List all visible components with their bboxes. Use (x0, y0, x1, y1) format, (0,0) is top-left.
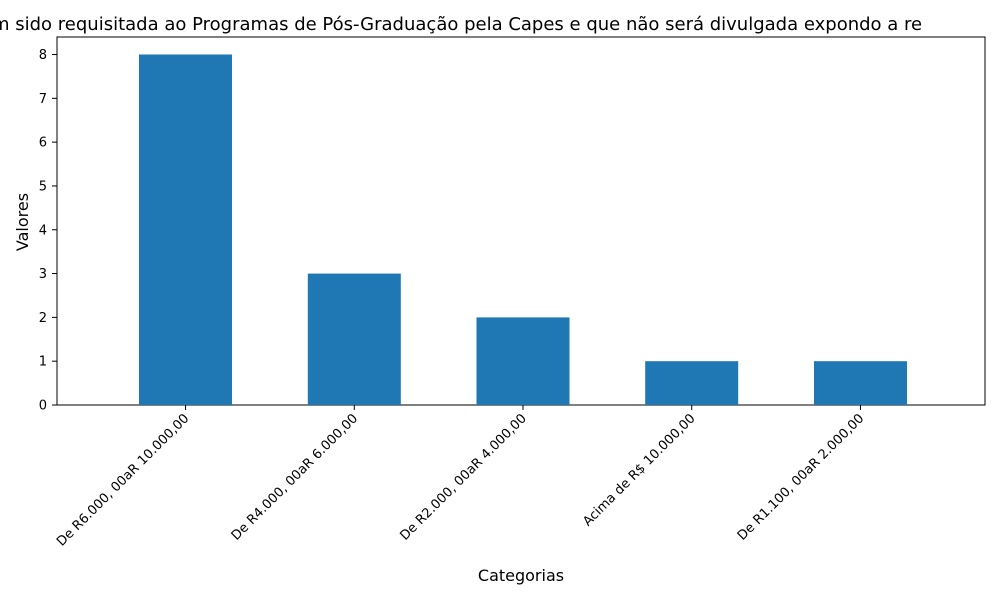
y-axis: 0 1 2 3 4 5 6 7 8 (39, 48, 57, 414)
y-axis-label: Valores (13, 193, 32, 251)
y-tick-label-6: 6 (39, 136, 47, 151)
bar-3 (645, 361, 739, 405)
y-tick-label-2: 2 (39, 311, 47, 326)
bar-4 (814, 361, 907, 405)
y-tick-label-0: 0 (39, 399, 47, 414)
x-tick-label-0: De R6.000, 00aR 10.000,00 (54, 411, 192, 549)
x-tick-label-4: De R1.100, 00aR 2.000,00 (735, 411, 867, 543)
bars-group (139, 54, 907, 405)
x-tick-label-1: De R4.000, 00aR 6.000,00 (229, 411, 361, 543)
y-tick-label-4: 4 (39, 223, 47, 238)
chart-title: m sido requisitada ao Programas de Pós-G… (0, 14, 923, 35)
x-tick-label-2: De R2.000, 00aR 4.000,00 (397, 411, 529, 543)
bar-1 (307, 273, 401, 405)
y-tick-label-7: 7 (39, 92, 47, 107)
y-tick-label-3: 3 (39, 267, 47, 282)
x-axis: De R6.000, 00aR 10.000,00 De R4.000, 00aR… (54, 405, 867, 549)
chart-title-container: m sido requisitada ao Programas de Pós-G… (0, 0, 1000, 40)
x-tick-label-3: Acima de R$ 10.000,00 (580, 411, 698, 529)
x-axis-label: Categorias (478, 566, 564, 585)
y-tick-label-1: 1 (39, 355, 47, 370)
bar-0 (139, 54, 232, 405)
y-tick-label-5: 5 (39, 179, 47, 194)
y-tick-label-8: 8 (39, 48, 47, 63)
bar-2 (476, 317, 570, 405)
